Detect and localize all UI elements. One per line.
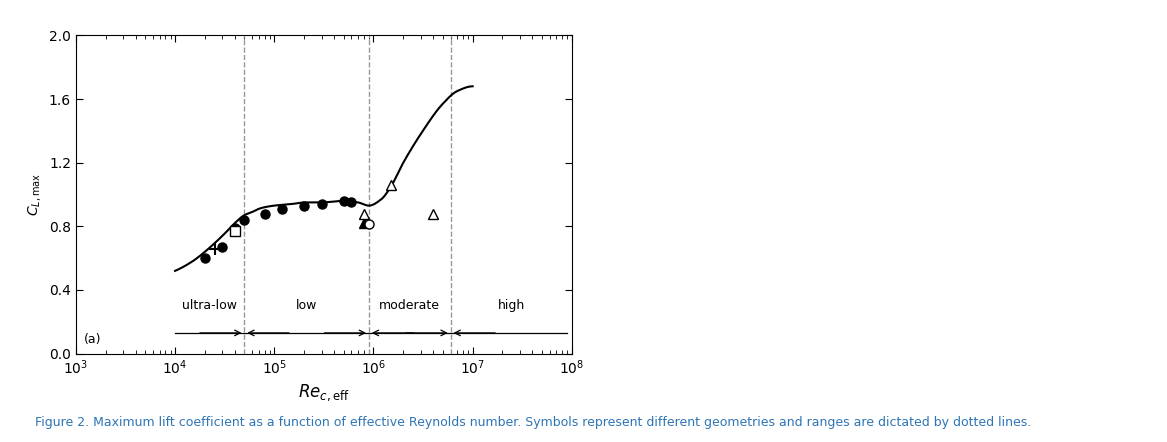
Text: moderate: moderate: [379, 299, 440, 312]
X-axis label: $\mathbf{\mathit{Re}}_{c,\mathrm{eff}}$: $\mathbf{\mathit{Re}}_{c,\mathrm{eff}}$: [298, 383, 350, 403]
Text: low: low: [296, 299, 317, 312]
Y-axis label: $C_{L,\mathrm{max}}$: $C_{L,\mathrm{max}}$: [27, 173, 43, 216]
Text: (a): (a): [84, 333, 102, 346]
Text: Figure 2. Maximum lift coefficient as a function of effective Reynolds number. S: Figure 2. Maximum lift coefficient as a …: [35, 416, 1032, 429]
Text: high: high: [497, 299, 525, 312]
Text: ultra-low: ultra-low: [182, 299, 237, 312]
